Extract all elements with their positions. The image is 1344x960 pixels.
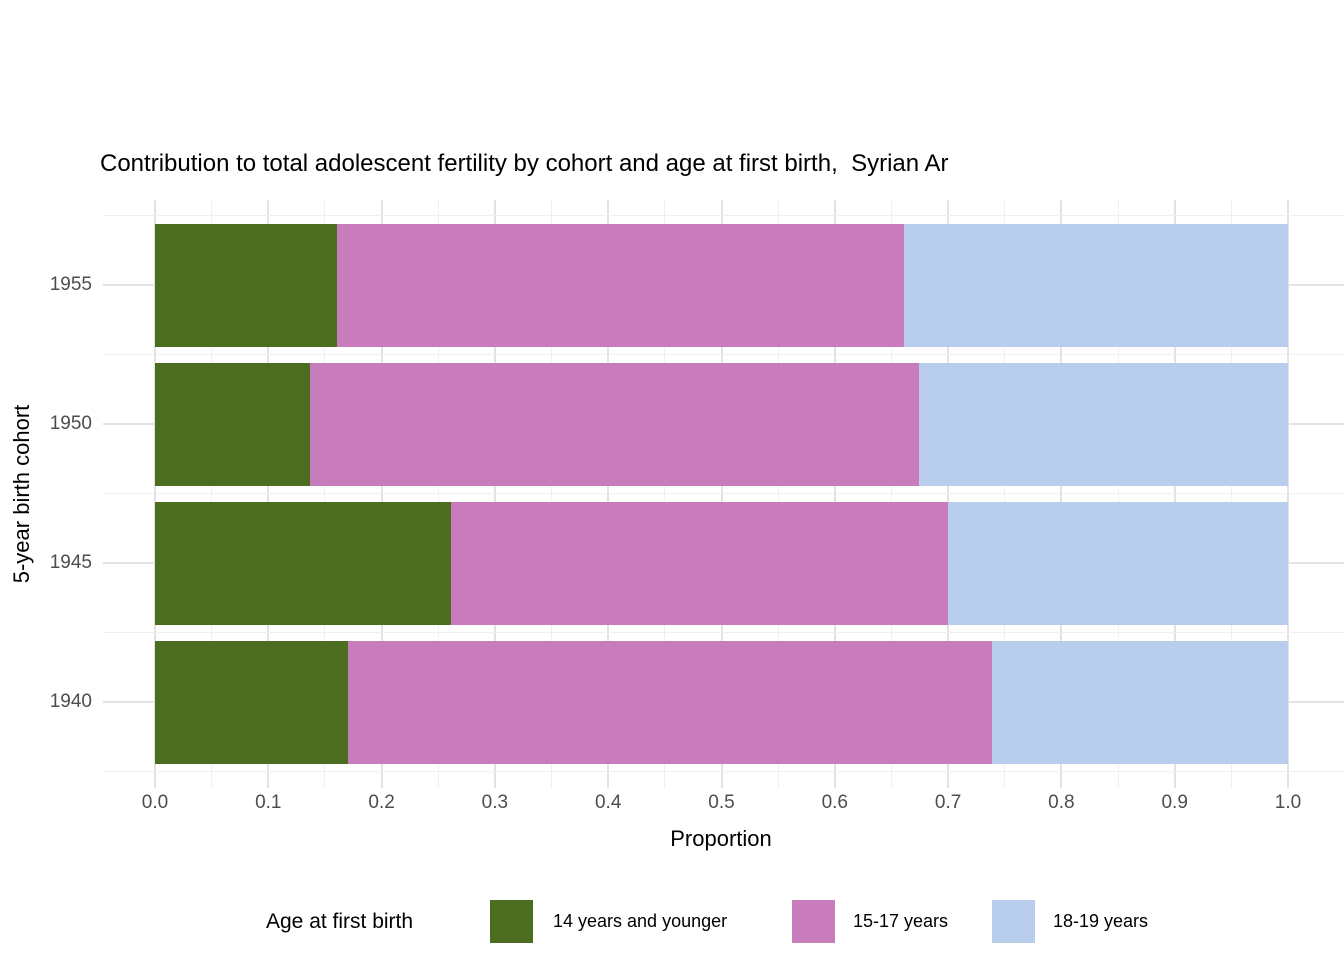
x-tick-label: 0.7 xyxy=(934,792,962,813)
gridline-vertical-major xyxy=(380,200,383,788)
x-tick-label: 0.5 xyxy=(708,792,735,813)
x-tick-label: 0.6 xyxy=(821,792,848,813)
x-tick-label: 0.3 xyxy=(481,792,509,813)
gridline-vertical-major xyxy=(947,200,950,788)
gridline-vertical-minor xyxy=(324,200,326,788)
bar-segment xyxy=(310,362,919,486)
y-tick-label: 1945 xyxy=(49,552,92,573)
gridline-vertical-major xyxy=(1287,200,1289,788)
bar-segment xyxy=(918,362,1288,486)
gridline-vertical-major xyxy=(720,200,723,788)
gridline-horizontal-minor xyxy=(103,215,1344,216)
bar-segment xyxy=(337,223,904,347)
y-tick-label: 1955 xyxy=(49,274,92,295)
legend-swatch xyxy=(792,900,835,943)
y-tick-label: 1940 xyxy=(49,691,92,712)
x-tick-label: 0.1 xyxy=(255,792,282,813)
legend-swatch xyxy=(490,900,533,943)
x-tick-label: 0.9 xyxy=(1161,792,1188,813)
bar-segment xyxy=(903,223,1288,347)
gridline-vertical-major xyxy=(1060,200,1063,788)
gridline-horizontal-minor xyxy=(103,632,1344,633)
gridline-vertical-minor xyxy=(437,200,439,788)
x-tick-label: 0.2 xyxy=(368,792,395,813)
bar-row-1950 xyxy=(155,362,1288,486)
gridline-vertical-minor xyxy=(664,200,666,788)
bar-segment xyxy=(155,640,348,764)
bar-segment xyxy=(948,501,1288,625)
gridline-vertical-major xyxy=(833,200,836,788)
legend-entry-label: 14 years and younger xyxy=(553,911,728,931)
bar-row-1940 xyxy=(155,640,1288,764)
gridline-horizontal-minor xyxy=(103,354,1344,355)
bar-segment xyxy=(347,640,993,764)
x-axis-title: Proportion xyxy=(670,826,772,851)
plot-panel xyxy=(103,200,1344,788)
x-tick-label: 0.4 xyxy=(594,792,622,813)
y-tick-label: 1950 xyxy=(49,413,92,434)
legend-title: Age at first birth xyxy=(266,909,414,933)
chart-title: Contribution to total adolescent fertili… xyxy=(100,150,949,177)
gridline-vertical-minor xyxy=(1117,200,1119,788)
gridline-vertical-minor xyxy=(890,200,892,788)
bar-row-1945 xyxy=(155,501,1288,625)
bar-segment xyxy=(450,501,949,625)
bar-segment xyxy=(155,501,451,625)
gridline-vertical-major xyxy=(607,200,610,788)
x-tick-label: 1.0 xyxy=(1274,792,1302,813)
gridline-vertical-minor xyxy=(1004,200,1006,788)
x-tick-label: 0.0 xyxy=(141,792,169,813)
gridline-vertical-minor xyxy=(1230,200,1232,788)
bar-row-1955 xyxy=(155,223,1288,347)
gridline-vertical-major xyxy=(493,200,496,788)
gridline-vertical-major xyxy=(154,200,156,788)
x-tick-label: 0.8 xyxy=(1048,792,1075,813)
legend-swatch xyxy=(992,900,1035,943)
gridline-horizontal-minor xyxy=(103,771,1344,772)
gridline-horizontal-minor xyxy=(103,493,1344,494)
y-axis-title: 5-year birth cohort xyxy=(9,404,34,584)
gridline-vertical-minor xyxy=(211,200,213,788)
gridline-vertical-minor xyxy=(777,200,779,788)
bar-segment xyxy=(155,362,311,486)
gridline-vertical-major xyxy=(1173,200,1176,788)
bar-segment xyxy=(992,640,1288,764)
legend-entry-label: 15-17 years xyxy=(853,911,949,931)
bar-segment xyxy=(155,223,338,347)
gridline-vertical-minor xyxy=(551,200,553,788)
gridline-vertical-major xyxy=(267,200,270,788)
legend-entry-label: 18-19 years xyxy=(1053,911,1149,931)
